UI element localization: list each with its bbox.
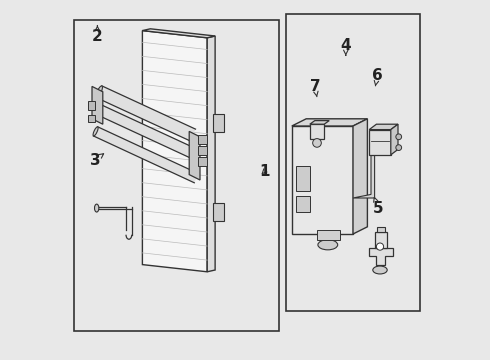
Text: 3: 3 (90, 153, 104, 168)
Bar (198, 157, 207, 166)
Ellipse shape (95, 204, 99, 212)
Polygon shape (143, 31, 207, 272)
Circle shape (376, 243, 384, 250)
Polygon shape (369, 124, 398, 130)
Circle shape (396, 134, 402, 140)
Polygon shape (92, 86, 103, 124)
Bar (198, 146, 207, 155)
Polygon shape (207, 36, 215, 272)
Bar (374, 232, 387, 248)
Polygon shape (143, 29, 215, 38)
Polygon shape (391, 124, 398, 155)
Bar (88, 115, 95, 122)
Polygon shape (377, 227, 385, 232)
Text: 5: 5 (373, 197, 384, 216)
Polygon shape (369, 130, 391, 155)
Polygon shape (310, 124, 324, 139)
Polygon shape (97, 86, 196, 141)
Polygon shape (369, 248, 392, 265)
Bar (286, 14, 419, 311)
Polygon shape (97, 105, 198, 160)
Bar (74, 20, 279, 331)
Circle shape (313, 139, 321, 147)
Polygon shape (353, 151, 374, 198)
Polygon shape (189, 131, 200, 180)
Bar (88, 101, 95, 110)
Ellipse shape (93, 127, 98, 136)
Circle shape (396, 145, 402, 150)
Ellipse shape (318, 240, 338, 250)
Bar (317, 230, 341, 240)
Polygon shape (310, 121, 329, 124)
Polygon shape (94, 127, 198, 183)
Polygon shape (292, 119, 368, 126)
Ellipse shape (97, 105, 102, 115)
Bar (296, 196, 310, 212)
Text: 2: 2 (92, 26, 103, 44)
Ellipse shape (373, 266, 387, 274)
Text: 7: 7 (310, 79, 320, 97)
Polygon shape (353, 119, 368, 234)
Text: 1: 1 (260, 163, 270, 179)
Bar (213, 113, 224, 132)
Ellipse shape (96, 86, 102, 98)
Bar (296, 166, 310, 191)
Bar (198, 135, 207, 144)
Polygon shape (292, 126, 353, 234)
Text: 4: 4 (341, 37, 351, 55)
Text: 6: 6 (372, 68, 383, 86)
Bar (213, 202, 224, 220)
